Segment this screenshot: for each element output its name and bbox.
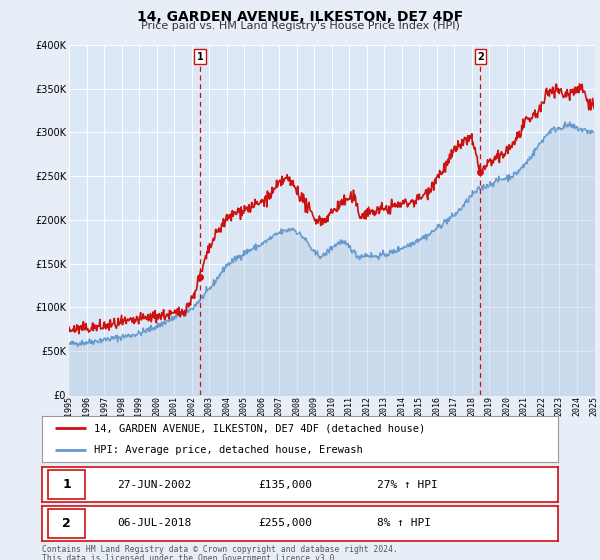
Text: This data is licensed under the Open Government Licence v3.0.: This data is licensed under the Open Gov…	[42, 554, 340, 560]
Text: 1: 1	[197, 52, 203, 62]
Text: 14, GARDEN AVENUE, ILKESTON, DE7 4DF: 14, GARDEN AVENUE, ILKESTON, DE7 4DF	[137, 10, 463, 24]
Text: HPI: Average price, detached house, Erewash: HPI: Average price, detached house, Erew…	[94, 445, 362, 455]
Text: 27-JUN-2002: 27-JUN-2002	[117, 480, 191, 489]
Text: 8% ↑ HPI: 8% ↑ HPI	[377, 519, 431, 528]
Bar	[48, 508, 85, 538]
Text: £255,000: £255,000	[259, 519, 313, 528]
Text: 2: 2	[477, 52, 484, 62]
Text: £135,000: £135,000	[259, 480, 313, 489]
Text: 06-JUL-2018: 06-JUL-2018	[117, 519, 191, 528]
Text: Contains HM Land Registry data © Crown copyright and database right 2024.: Contains HM Land Registry data © Crown c…	[42, 545, 398, 554]
Bar	[48, 470, 85, 500]
Text: 14, GARDEN AVENUE, ILKESTON, DE7 4DF (detached house): 14, GARDEN AVENUE, ILKESTON, DE7 4DF (de…	[94, 423, 425, 433]
Text: 27% ↑ HPI: 27% ↑ HPI	[377, 480, 438, 489]
Text: Price paid vs. HM Land Registry's House Price Index (HPI): Price paid vs. HM Land Registry's House …	[140, 21, 460, 31]
Text: 1: 1	[62, 478, 71, 491]
Text: 2: 2	[62, 517, 71, 530]
